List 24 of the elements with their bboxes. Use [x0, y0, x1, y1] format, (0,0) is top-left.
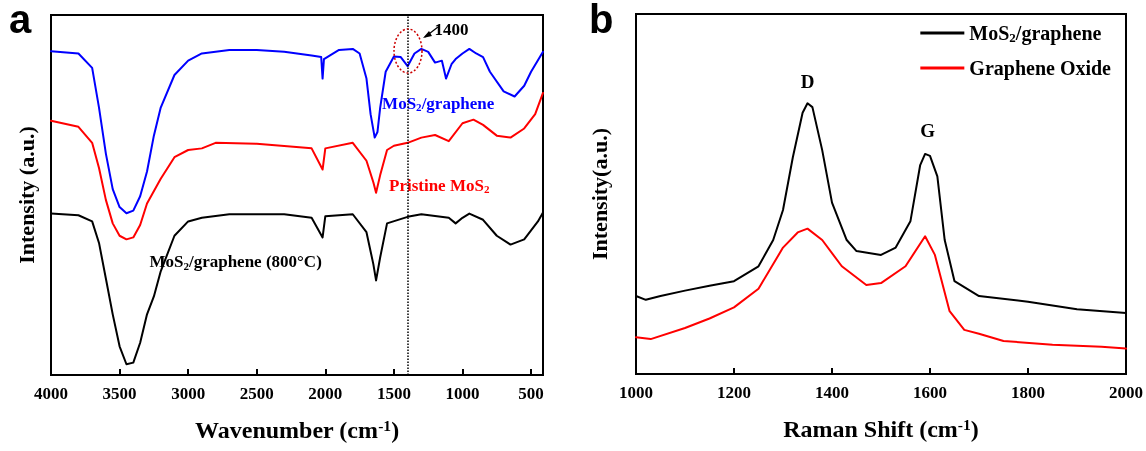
x-tick-label: 1200 [717, 383, 751, 402]
x-tick-label: 1400 [815, 383, 849, 402]
y-axis-title: Intensity(a.u.) [586, 127, 612, 261]
y-axis-title: Intensity (a.u.) [13, 126, 39, 264]
x-tick-label: 2500 [239, 384, 274, 403]
ref-line-label: 1400 [434, 20, 469, 39]
chart-title: b [589, 0, 614, 41]
x-tick-label: 1600 [913, 383, 947, 402]
x-tick-label: 1800 [1011, 383, 1045, 402]
annotation: D [800, 71, 815, 93]
x-tick-label: 1500 [376, 384, 411, 403]
annotation: G [920, 119, 936, 141]
x-tick-label: 4000 [34, 384, 68, 403]
x-tick-label: 2000 [308, 384, 343, 403]
x-tick-label: 2000 [1109, 383, 1143, 402]
x-tick-label: 1000 [445, 384, 480, 403]
legend-label: Graphene Oxide [969, 57, 1112, 80]
series-label: MoS2/graphene [382, 94, 495, 114]
x-tick-label: 1000 [619, 383, 653, 402]
x-tick-label: 3500 [102, 384, 137, 403]
x-tick-label: 3000 [171, 384, 206, 403]
chart-title: a [9, 0, 32, 41]
x-tick-label: 500 [518, 384, 544, 403]
series-label: Pristine MoS2 [389, 175, 490, 196]
